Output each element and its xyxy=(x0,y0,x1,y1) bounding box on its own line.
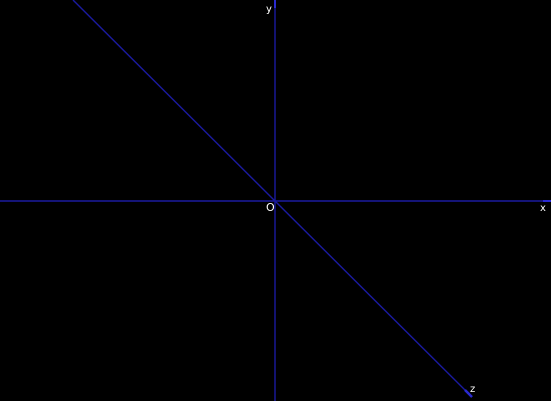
x-axis-label: x xyxy=(540,203,546,214)
origin-label: O xyxy=(266,201,275,214)
z-axis-end-marker xyxy=(464,389,473,398)
z-axis-label: z xyxy=(470,384,475,395)
y-axis-label: y xyxy=(266,4,272,15)
z-axis-line xyxy=(72,0,473,398)
